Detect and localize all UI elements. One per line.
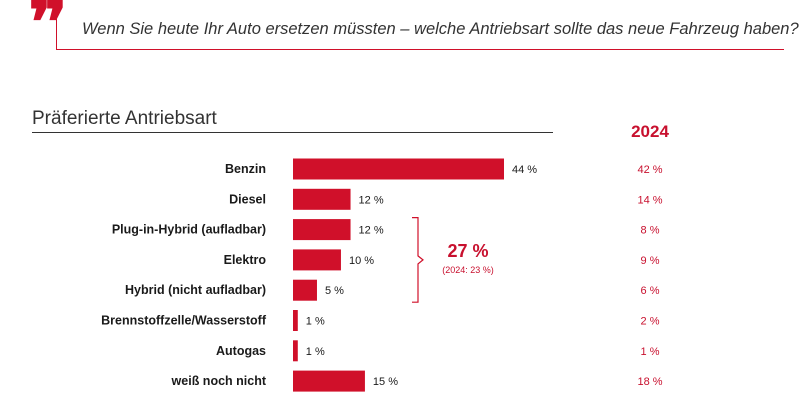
category-label: Benzin	[225, 162, 266, 176]
value-label: 5 %	[325, 285, 344, 297]
comparison-year-header: 2024	[631, 122, 669, 141]
comparison-value-label: 1 %	[641, 346, 660, 358]
comparison-value-label: 8 %	[641, 225, 660, 237]
comparison-value-label: 14 %	[637, 194, 662, 206]
bar	[293, 249, 341, 271]
category-label: Elektro	[224, 253, 267, 267]
bar	[293, 279, 317, 301]
comparison-value-label: 6 %	[641, 285, 660, 297]
quote-icon: ❞	[28, 0, 68, 66]
group-comparison-label: (2024: 23 %)	[442, 265, 494, 275]
value-label: 44 %	[512, 164, 537, 176]
category-label: Diesel	[229, 192, 266, 206]
bar	[293, 310, 298, 331]
category-label: weiß noch nicht	[171, 374, 267, 388]
category-label: Brennstoffzelle/Wasserstoff	[101, 314, 267, 328]
comparison-value-label: 9 %	[641, 255, 660, 267]
category-label: Plug-in-Hybrid (aufladbar)	[112, 223, 266, 237]
question-frame	[56, 8, 784, 50]
chart-title: Präferierte Antriebsart	[32, 108, 217, 129]
value-label: 12 %	[359, 225, 384, 237]
value-label: 12 %	[359, 194, 384, 206]
bar	[293, 219, 351, 241]
comparison-value-label: 42 %	[637, 164, 662, 176]
value-label: 15 %	[373, 376, 398, 388]
group-bracket	[412, 217, 424, 303]
value-label: 10 %	[349, 255, 374, 267]
bar	[293, 340, 298, 362]
group-total-label: 27 %	[447, 241, 488, 261]
comparison-value-label: 18 %	[637, 376, 662, 388]
value-label: 1 %	[306, 316, 325, 328]
value-label: 1 %	[306, 346, 325, 358]
category-label: Hybrid (nicht aufladbar)	[125, 283, 266, 297]
title-divider	[32, 132, 553, 133]
bar	[293, 370, 365, 392]
bar	[293, 188, 351, 210]
survey-question: Wenn Sie heute Ihr Auto ersetzen müssten…	[82, 20, 799, 38]
category-label: Autogas	[216, 344, 266, 358]
comparison-value-label: 2 %	[641, 316, 660, 328]
bar	[293, 158, 504, 180]
